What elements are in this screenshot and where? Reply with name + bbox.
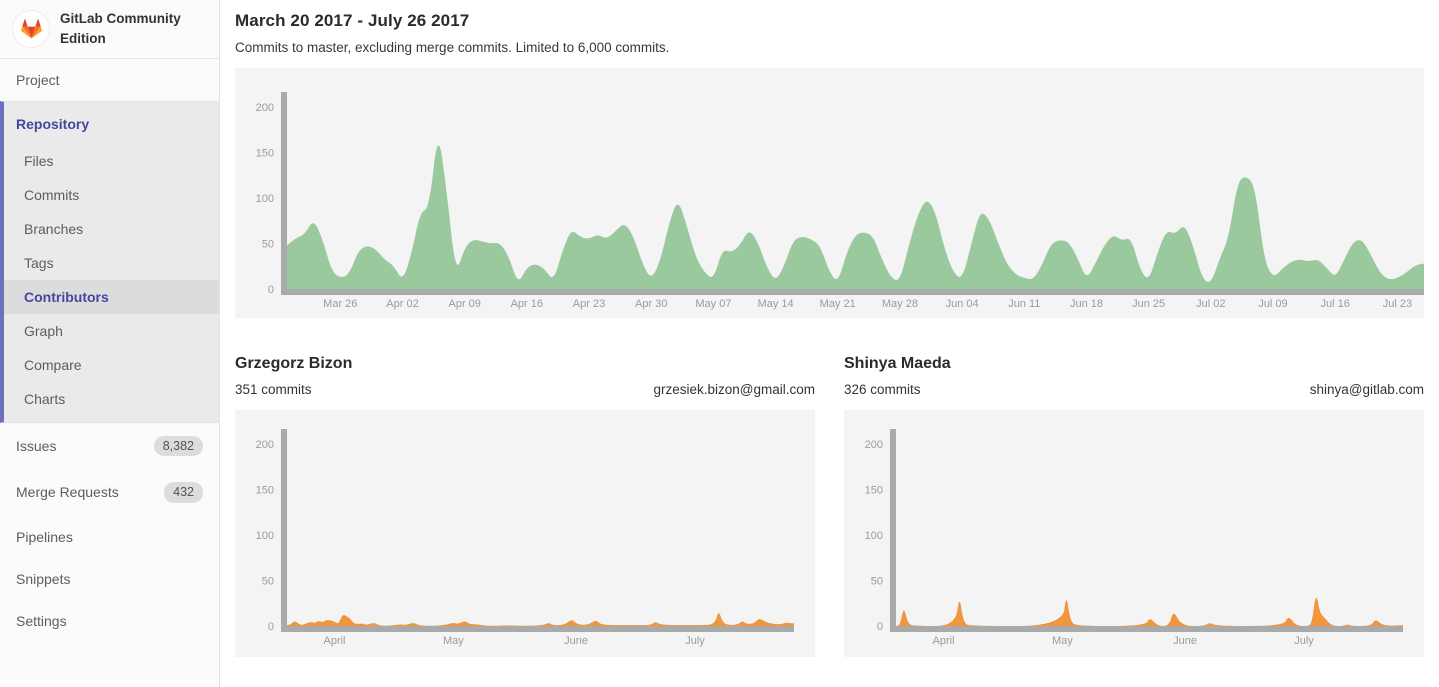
svg-text:Apr 09: Apr 09	[448, 298, 480, 310]
sidebar-item-label: Snippets	[16, 570, 71, 587]
sidebar-item-pipelines[interactable]: Pipelines	[0, 516, 219, 558]
sidebar-item-settings[interactable]: Settings	[0, 600, 219, 642]
contributor-name: Shinya Maeda	[844, 355, 951, 372]
svg-text:200: 200	[256, 439, 274, 451]
project-home-link[interactable]: GitLab Community Edition	[0, 0, 219, 59]
sidebar-item-branches[interactable]: Branches	[24, 221, 84, 237]
svg-text:July: July	[685, 635, 705, 647]
svg-text:Jun 04: Jun 04	[946, 298, 979, 310]
svg-text:Jun 18: Jun 18	[1070, 298, 1103, 310]
svg-text:150: 150	[865, 485, 883, 497]
contributor-meta: 326 commits shinya@gitlab.com	[844, 382, 1424, 397]
svg-text:May 07: May 07	[695, 298, 731, 310]
issues-count-badge: 8,382	[153, 436, 203, 457]
contributor-chart-panel: 0 50 100 150 200 April May June July	[235, 410, 815, 657]
contributor-commits-area-chart: 0 50 100 150 200 April May June July	[865, 429, 1403, 647]
sidebar-item-commits[interactable]: Commits	[24, 187, 80, 203]
sidebar-section-repository: Repository Files Commits Branches Tags C…	[0, 101, 219, 423]
svg-text:50: 50	[262, 239, 274, 251]
contributor-commits-area-chart: 0 50 100 150 200 April May June July	[256, 429, 794, 647]
svg-text:Apr 16: Apr 16	[511, 298, 543, 310]
contributor-card: Shinya Maeda 326 commits shinya@gitlab.c…	[844, 355, 1424, 657]
svg-text:150: 150	[256, 148, 274, 160]
svg-text:May 21: May 21	[820, 298, 856, 310]
svg-text:50: 50	[262, 576, 274, 588]
svg-text:July: July	[1294, 635, 1314, 647]
svg-text:Apr 02: Apr 02	[386, 298, 418, 310]
svg-text:100: 100	[256, 530, 274, 542]
contributor-chart-panel: 0 50 100 150 200 April May June July	[844, 410, 1424, 657]
page-title: March 20 2017 - July 26 2017	[235, 11, 470, 30]
contributor-commit-count: 326 commits	[844, 382, 921, 397]
sidebar-item-issues[interactable]: Issues 8,382	[0, 423, 219, 469]
sidebar-item-repository[interactable]: Repository	[16, 116, 90, 132]
svg-text:May: May	[443, 635, 464, 647]
sidebar-item-graph[interactable]: Graph	[24, 323, 63, 339]
svg-text:Jul 16: Jul 16	[1321, 298, 1350, 310]
svg-text:April: April	[323, 635, 345, 647]
svg-text:200: 200	[865, 439, 883, 451]
sidebar-item-project[interactable]: Project	[0, 59, 219, 101]
contributor-email: shinya@gitlab.com	[1309, 382, 1424, 397]
svg-text:200: 200	[256, 102, 274, 114]
project-title: GitLab Community Edition	[60, 11, 181, 46]
sidebar-item-label: Pipelines	[16, 528, 73, 545]
svg-text:Jul 02: Jul 02	[1196, 298, 1225, 310]
svg-text:Jul 09: Jul 09	[1258, 298, 1287, 310]
sidebar-item-tags[interactable]: Tags	[24, 255, 54, 271]
sidebar: GitLab Community Edition Project Reposit…	[0, 0, 220, 687]
sidebar-item-label: Settings	[16, 612, 67, 629]
sidebar-item-label: Merge Requests	[16, 484, 119, 501]
svg-text:Jun 11: Jun 11	[1008, 298, 1040, 310]
svg-text:Apr 23: Apr 23	[573, 298, 605, 310]
master-commits-area-chart: 0 50 100 150 200 Mar 26 Apr 02 Apr 09 Apr 16 Apr …	[256, 92, 1424, 310]
svg-text:Mar 26: Mar 26	[323, 298, 357, 310]
svg-text:May 28: May 28	[882, 298, 918, 310]
contributor-card: Grzegorz Bizon 351 commits grzesiek.bizo…	[235, 355, 815, 657]
contributors-page: March 20 2017 - July 26 2017 Commits to …	[220, 0, 1439, 687]
svg-text:Jul 23: Jul 23	[1383, 298, 1412, 310]
contributor-meta: 351 commits grzesiek.bizon@gmail.com	[235, 382, 815, 397]
contributor-email: grzesiek.bizon@gmail.com	[653, 382, 815, 397]
svg-text:June: June	[564, 635, 588, 647]
svg-text:Apr 30: Apr 30	[635, 298, 667, 310]
svg-text:100: 100	[865, 530, 883, 542]
contributor-commit-count: 351 commits	[235, 382, 312, 397]
svg-text:100: 100	[256, 193, 274, 205]
svg-text:Jun 25: Jun 25	[1132, 298, 1165, 310]
svg-text:May 14: May 14	[758, 298, 794, 310]
master-commits-chart-panel: 0 50 100 150 200 Mar 26 Apr 02 Apr 09 Apr 16 Apr …	[235, 68, 1424, 318]
page-subtitle: Commits to master, excluding merge commi…	[235, 40, 670, 55]
sidebar-nav: Project Repository Files Commits Branche…	[0, 59, 219, 642]
contributor-name: Grzegorz Bizon	[235, 355, 353, 372]
sidebar-item-merge-requests[interactable]: Merge Requests 432	[0, 469, 219, 515]
svg-text:0: 0	[268, 621, 274, 633]
svg-text:April: April	[932, 635, 954, 647]
sidebar-item-label: Issues	[16, 438, 57, 455]
sidebar-item-compare[interactable]: Compare	[24, 357, 82, 373]
svg-text:0: 0	[877, 621, 883, 633]
svg-text:50: 50	[871, 576, 883, 588]
svg-text:May: May	[1052, 635, 1073, 647]
sidebar-item-charts[interactable]: Charts	[24, 391, 66, 407]
sidebar-item-files[interactable]: Files	[24, 153, 54, 169]
sidebar-item-contributors[interactable]: Contributors	[4, 280, 219, 314]
svg-text:150: 150	[256, 485, 274, 497]
sidebar-item-snippets[interactable]: Snippets	[0, 558, 219, 600]
gitlab-tanuki-icon	[12, 10, 50, 48]
svg-text:June: June	[1173, 635, 1197, 647]
merge-requests-count-badge: 432	[164, 482, 203, 503]
svg-text:0: 0	[268, 284, 274, 296]
sidebar-item-label: Project	[16, 72, 60, 88]
contributors-row: Grzegorz Bizon 351 commits grzesiek.bizo…	[235, 355, 1424, 657]
